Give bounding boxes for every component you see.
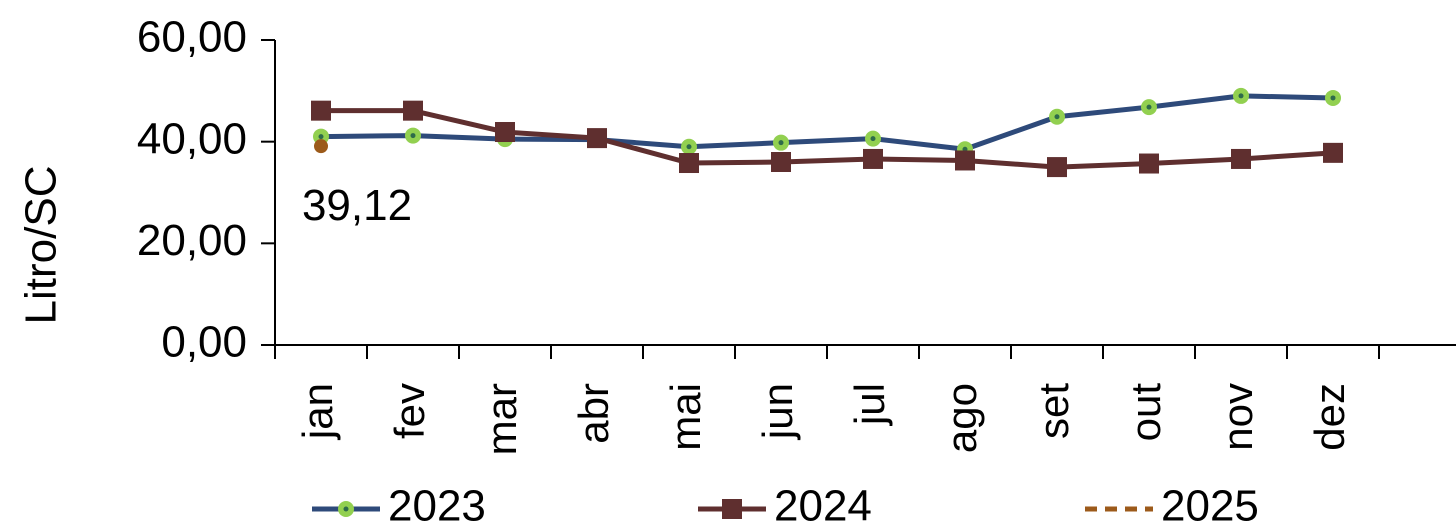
x-tick-label: abr: [570, 383, 617, 444]
marker-center: [318, 134, 324, 140]
x-tick-label: mar: [478, 383, 525, 455]
legend-label: 2023: [388, 482, 486, 531]
marker-center: [1054, 114, 1060, 120]
marker-center: [1238, 93, 1244, 99]
y-axis-label: Litro/SC: [17, 166, 66, 325]
data-label: 39,12: [302, 181, 412, 230]
x-tick-label: mai: [662, 383, 709, 451]
marker: [771, 152, 791, 172]
marker: [1323, 142, 1343, 163]
legend-label: 2025: [1161, 482, 1259, 531]
x-tick-label: jan: [294, 383, 341, 441]
marker: [1139, 153, 1159, 174]
marker-center: [1330, 95, 1336, 101]
y-tick-label: 0,00: [161, 318, 247, 367]
x-tick-label: nov: [1214, 383, 1261, 451]
x-tick-label: jul: [846, 383, 893, 427]
marker-center: [1146, 104, 1152, 110]
x-tick-label: set: [1030, 383, 1077, 439]
marker: [495, 122, 515, 143]
marker-center: [870, 136, 876, 142]
x-tick-label: ago: [938, 383, 985, 453]
marker-center: [778, 140, 784, 146]
marker: [311, 100, 331, 121]
marker: [314, 139, 328, 154]
marker: [403, 100, 423, 121]
y-tick-label: 40,00: [137, 114, 247, 163]
marker: [955, 150, 975, 171]
series-line: [320, 93, 1334, 152]
marker: [1231, 148, 1251, 169]
legend-label: 2024: [774, 482, 872, 531]
legend-marker: [722, 499, 742, 519]
x-tick-label: dez: [1306, 383, 1353, 451]
x-tick-label: fev: [386, 383, 433, 439]
x-tick-label: jun: [754, 383, 801, 441]
x-tick-label: out: [1122, 383, 1169, 442]
marker-center: [410, 133, 416, 139]
series-line: [321, 108, 1334, 170]
marker: [679, 153, 699, 174]
legend-marker-center: [343, 506, 349, 512]
y-tick-label: 20,00: [137, 216, 247, 265]
y-tick-label: 60,00: [137, 13, 247, 62]
marker: [1047, 157, 1067, 178]
marker: [863, 148, 883, 169]
marker-center: [686, 144, 692, 150]
marker: [587, 128, 607, 149]
